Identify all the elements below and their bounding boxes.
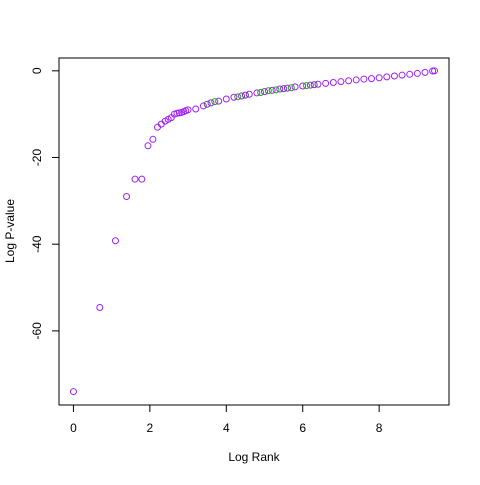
point (306, 81, 314, 89)
point (383, 73, 391, 81)
point (272, 86, 280, 94)
point (215, 97, 223, 105)
point (230, 93, 238, 101)
point (257, 89, 265, 97)
point (123, 193, 131, 201)
x-tick-label: 0 (70, 421, 77, 435)
point (261, 88, 269, 96)
y-tick-label: 0 (30, 67, 44, 74)
point (207, 99, 215, 107)
point (291, 83, 299, 91)
x-tick-label: 6 (299, 421, 306, 435)
point (287, 84, 295, 92)
point (222, 95, 230, 103)
plot-box (58, 57, 450, 406)
point (276, 85, 284, 93)
point (234, 93, 242, 101)
point (268, 86, 276, 94)
y-tick-label: -20 (30, 149, 44, 167)
point (368, 75, 376, 83)
point (303, 82, 311, 90)
point (413, 69, 421, 77)
x-tick-label: 4 (223, 421, 230, 435)
point (406, 70, 414, 78)
point (431, 67, 439, 75)
point (241, 91, 249, 99)
point (138, 175, 146, 183)
point (337, 78, 345, 86)
point (144, 142, 152, 150)
point (375, 74, 383, 82)
point (238, 92, 246, 100)
point (203, 100, 211, 108)
point (149, 135, 157, 143)
x-tick-label: 2 (147, 421, 154, 435)
point (264, 87, 272, 95)
point (280, 85, 288, 93)
point (352, 76, 360, 84)
point (253, 89, 261, 97)
point (192, 105, 200, 113)
point (310, 81, 318, 89)
point (314, 80, 322, 88)
y-tick-label: -60 (30, 322, 44, 340)
point (299, 82, 307, 90)
point (345, 77, 353, 85)
point (322, 79, 330, 87)
x-axis-label: Log Rank (228, 450, 280, 464)
point (283, 84, 291, 92)
point (245, 90, 253, 98)
point (184, 106, 192, 114)
x-tick-label: 8 (376, 421, 383, 435)
point (398, 71, 406, 79)
point (360, 75, 368, 83)
point (69, 388, 77, 396)
point (329, 79, 337, 87)
point (211, 98, 219, 106)
y-tick-label: -40 (30, 235, 44, 253)
point (131, 175, 139, 183)
point (96, 303, 104, 311)
point (421, 68, 429, 76)
point (111, 237, 119, 245)
y-axis-label: Log P-value (3, 199, 17, 263)
point (390, 72, 398, 80)
point (199, 102, 207, 110)
